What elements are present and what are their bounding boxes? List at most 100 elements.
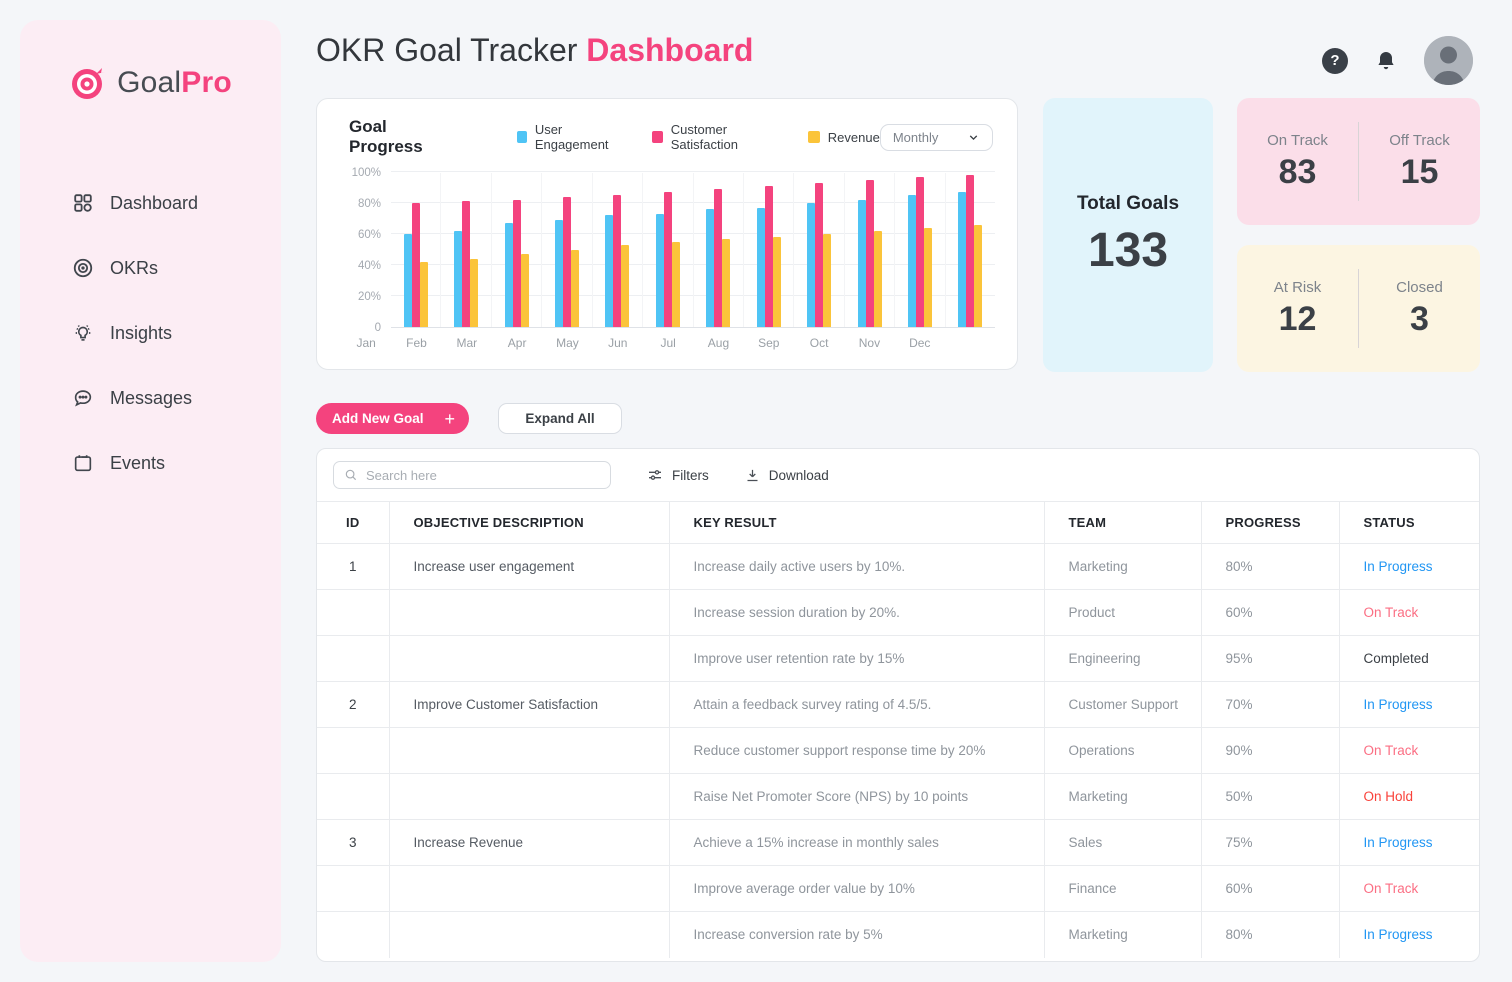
row-progress: 60% (1200, 865, 1339, 912)
bar-user-engagement (655, 213, 664, 327)
row-progress: 80% (1200, 543, 1339, 590)
month-group-may (591, 173, 642, 327)
row-team: Sales (1043, 819, 1201, 866)
legend-swatch (516, 131, 527, 143)
add-new-goal-button[interactable]: Add New Goal + (316, 403, 469, 434)
bar-user-engagement (454, 230, 463, 327)
search-input[interactable] (366, 467, 600, 483)
bar-user-engagement (706, 209, 715, 327)
table-row[interactable]: Improve user retention rate by 15% Engine… (317, 635, 1479, 682)
bar-customer-satisfaction (512, 199, 521, 327)
legend-item-revenue: Revenue (807, 130, 880, 145)
notification-bell-icon[interactable] (1374, 49, 1398, 73)
bar-user-engagement (857, 199, 866, 327)
okr-table: ID OBJECTIVE DESCRIPTION KEY RESULT TEAM… (317, 501, 1479, 958)
column-header-key-result: KEY RESULT (668, 501, 1044, 544)
table-row[interactable]: Increase session duration by 20%. Product… (317, 589, 1479, 636)
row-team: Customer Support (1043, 681, 1201, 728)
plus-icon: + (444, 408, 455, 429)
help-icon[interactable]: ? (1322, 47, 1348, 74)
search-box[interactable] (333, 461, 611, 489)
expand-all-button[interactable]: Expand All (498, 403, 622, 434)
row-team: Finance (1043, 865, 1201, 912)
row-status: Completed (1338, 635, 1479, 682)
row-progress: 50% (1200, 773, 1339, 820)
row-team: Operations (1043, 727, 1201, 774)
bar-customer-satisfaction (915, 176, 924, 327)
row-progress: 80% (1200, 911, 1339, 958)
bar-chart: 0 20% 40% 60% 80% 100% Jan Feb Mar Apr May Jun Jul A… (341, 167, 995, 350)
row-id (317, 636, 389, 682)
sidebar-item-label: Messages (110, 387, 193, 408)
sidebar-item-okrs[interactable]: OKRs (20, 251, 281, 285)
bar-user-engagement (756, 207, 765, 327)
table-row[interactable]: Improve average order value by 10% Financ… (317, 865, 1479, 912)
bar-revenue (923, 227, 932, 327)
y-tick-label: 60% (357, 229, 381, 241)
table-row[interactable]: Raise Net Promoter Score (NPS) by 10 poi… (317, 773, 1479, 820)
x-tick-label: Mar (456, 336, 478, 350)
risk-stats-card: At Risk 12 Closed 3 (1237, 245, 1480, 372)
table-row[interactable]: Reduce customer support response time by… (317, 727, 1479, 774)
column-header-objective: OBJECTIVE DESCRIPTION (388, 501, 669, 544)
row-id: 3 (348, 835, 357, 850)
row-objective (388, 727, 669, 774)
at-risk-label: At Risk (1273, 278, 1322, 296)
x-tick-label: Jul (660, 336, 676, 350)
row-key-result: Improve average order value by 10% (668, 865, 1044, 912)
row-status: On Track (1338, 589, 1479, 636)
chart-x-axis: Jan Feb Mar Apr May Jun Jul Aug Sep Oct Nov Dec (341, 336, 945, 350)
bar-revenue (671, 241, 680, 327)
table-row[interactable]: 1 Increase user engagement Increase daily … (317, 543, 1479, 590)
sidebar-item-messages[interactable]: Messages (20, 381, 281, 415)
x-tick-label: May (556, 336, 579, 350)
avatar[interactable] (1424, 36, 1473, 85)
table-row[interactable]: 2 Improve Customer Satisfaction Attain a f… (317, 681, 1479, 728)
download-button[interactable]: Download (745, 468, 829, 483)
row-status: On Hold (1338, 773, 1479, 820)
period-select[interactable]: Monthly (879, 123, 993, 151)
sidebar-item-label: Events (110, 452, 166, 473)
chevron-down-icon (967, 131, 980, 144)
on-track-label: On Track (1267, 131, 1328, 149)
row-objective (388, 911, 669, 958)
okr-table-card: Filters Download ID OBJECTIVE DESCRIPTIO… (316, 448, 1480, 962)
month-group-jan (391, 173, 440, 327)
row-objective: Improve Customer Satisfaction (388, 681, 669, 728)
download-label: Download (768, 467, 829, 483)
x-tick-label: Nov (858, 336, 881, 350)
sidebar-item-insights[interactable]: Insights (20, 316, 281, 350)
closed-stat: Closed 3 (1359, 279, 1480, 339)
row-team: Marketing (1043, 543, 1201, 590)
month-group-feb (440, 173, 490, 327)
row-progress: 95% (1200, 635, 1339, 682)
calendar-icon (72, 452, 94, 474)
row-key-result: Improve user retention rate by 15% (668, 635, 1044, 682)
filters-button[interactable]: Filters (647, 467, 709, 483)
month-group-sep (793, 173, 843, 327)
divider (1358, 122, 1359, 201)
on-track-value: 83 (1278, 152, 1317, 191)
legend-item-user-engagement: User Engagement (516, 122, 625, 152)
month-group-dec (944, 173, 995, 327)
row-progress: 70% (1200, 681, 1339, 728)
table-row[interactable]: Increase conversion rate by 5% Marketing 8… (317, 911, 1479, 958)
row-status: In Progress (1338, 911, 1479, 958)
sidebar-item-events[interactable]: Events (20, 446, 281, 480)
bar-revenue (974, 224, 983, 327)
sidebar-item-dashboard[interactable]: Dashboard (20, 186, 281, 220)
chart-legend: User Engagement Customer Satisfaction Reve… (516, 122, 880, 152)
table-row[interactable]: 3 Increase Revenue Achieve a 15% increase … (317, 819, 1479, 866)
row-progress: 75% (1200, 819, 1339, 866)
bar-user-engagement (907, 195, 916, 327)
target-icon (72, 257, 94, 279)
y-tick-label: 20% (357, 291, 381, 303)
y-tick-label: 80% (357, 198, 381, 210)
bars-row (391, 173, 995, 327)
row-key-result: Increase session duration by 20%. (668, 589, 1044, 636)
brand-name: GoalPro (117, 66, 232, 99)
column-header-progress: PROGRESS (1200, 501, 1339, 544)
row-status: On Track (1338, 865, 1479, 912)
at-risk-value: 12 (1278, 299, 1317, 338)
period-select-value: Monthly (892, 129, 939, 145)
